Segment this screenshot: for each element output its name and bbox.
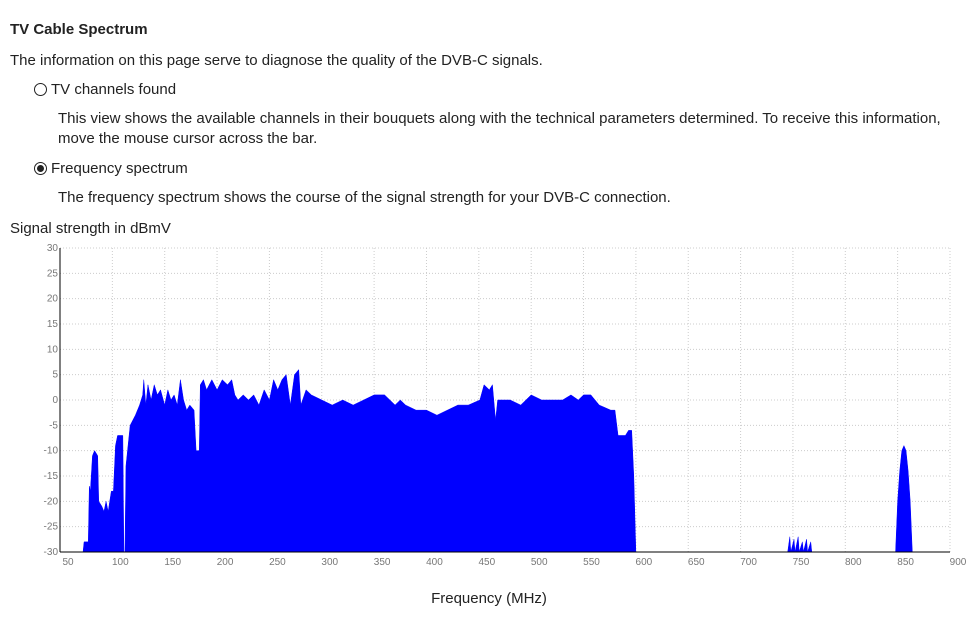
y-tick-label: 15	[47, 319, 59, 330]
option-label[interactable]: TV channels found	[51, 81, 177, 98]
y-tick-label: 0	[52, 395, 58, 406]
x-tick-label: 850	[897, 557, 914, 568]
option-description: The frequency spectrum shows the course …	[58, 189, 671, 206]
x-tick-label: 700	[740, 557, 757, 568]
y-tick-label: -5	[49, 420, 58, 431]
area	[82, 368, 950, 553]
y-tick-label: 30	[47, 243, 59, 254]
option-description: This view shows the available channels i…	[58, 110, 941, 147]
x-tick-label: 750	[793, 557, 810, 568]
radio-button[interactable]	[34, 162, 47, 175]
y-tick-label: 5	[52, 370, 58, 381]
x-axis-title: Frequency (MHz)	[431, 590, 547, 607]
y-tick-label: -30	[44, 547, 59, 558]
x-tick-label: 200	[217, 557, 234, 568]
y-tick-label: -10	[44, 446, 59, 457]
x-tick-label: 50	[62, 557, 74, 568]
x-tick-label: 800	[845, 557, 862, 568]
title: TV Cable Spectrum	[10, 21, 148, 38]
intro: The information on this page serve to di…	[10, 52, 543, 69]
radio-button[interactable]	[34, 83, 47, 96]
x-tick-label: 150	[164, 557, 181, 568]
y-tick-label: 20	[47, 294, 59, 305]
x-tick-label: 650	[688, 557, 705, 568]
x-tick-label: 100	[112, 557, 129, 568]
x-tick-label: 550	[583, 557, 600, 568]
option-label[interactable]: Frequency spectrum	[51, 160, 188, 177]
x-tick-label: 350	[374, 557, 391, 568]
x-tick-label: 400	[426, 557, 443, 568]
x-tick-label: 500	[531, 557, 548, 568]
x-tick-label: 900	[950, 557, 967, 568]
y-tick-label: -20	[44, 496, 59, 507]
x-tick-label: 600	[636, 557, 653, 568]
y-tick-label: -15	[44, 471, 59, 482]
y-tick-label: 10	[47, 344, 59, 355]
y-tick-label: -25	[44, 522, 59, 533]
x-tick-label: 300	[321, 557, 338, 568]
x-tick-label: 250	[269, 557, 286, 568]
x-tick-label: 450	[478, 557, 495, 568]
y-axis-title: Signal strength in dBmV	[10, 220, 171, 237]
y-tick-label: 25	[47, 268, 59, 279]
